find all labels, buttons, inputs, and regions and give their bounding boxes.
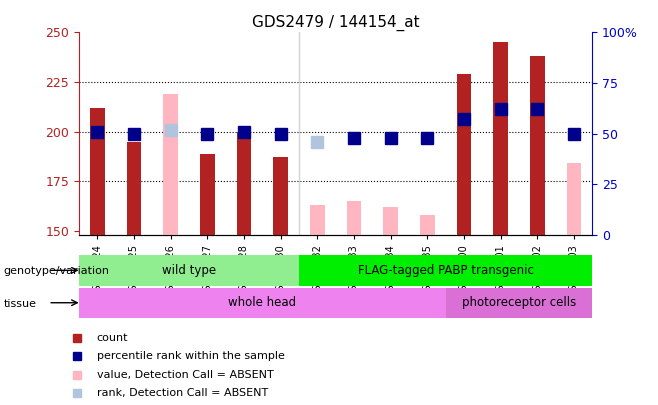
Text: percentile rank within the sample: percentile rank within the sample	[97, 351, 284, 361]
Bar	[79, 255, 299, 286]
Text: rank, Detection Call = ABSENT: rank, Detection Call = ABSENT	[97, 388, 268, 398]
Bar	[299, 255, 592, 286]
Text: count: count	[97, 333, 128, 343]
Text: tissue: tissue	[3, 299, 36, 309]
Text: photoreceptor cells: photoreceptor cells	[462, 296, 576, 309]
Bar	[163, 94, 178, 235]
Bar	[237, 132, 251, 235]
Bar	[530, 56, 545, 235]
Bar	[126, 142, 141, 235]
Text: whole head: whole head	[228, 296, 296, 309]
Text: value, Detection Call = ABSENT: value, Detection Call = ABSENT	[97, 370, 273, 380]
Bar	[494, 43, 508, 235]
Text: FLAG-tagged PABP transgenic: FLAG-tagged PABP transgenic	[357, 264, 534, 277]
Bar	[273, 158, 288, 235]
Text: wild type: wild type	[162, 264, 216, 277]
Text: genotype/variation: genotype/variation	[3, 266, 109, 276]
Bar	[445, 288, 592, 318]
Bar	[567, 164, 581, 235]
Bar	[383, 207, 398, 235]
Bar	[90, 108, 105, 235]
Bar	[347, 201, 361, 235]
Bar	[79, 288, 445, 318]
Bar	[457, 74, 471, 235]
Title: GDS2479 / 144154_at: GDS2479 / 144154_at	[252, 15, 419, 31]
Bar	[420, 215, 434, 235]
Bar	[200, 153, 215, 235]
Bar	[310, 205, 324, 235]
